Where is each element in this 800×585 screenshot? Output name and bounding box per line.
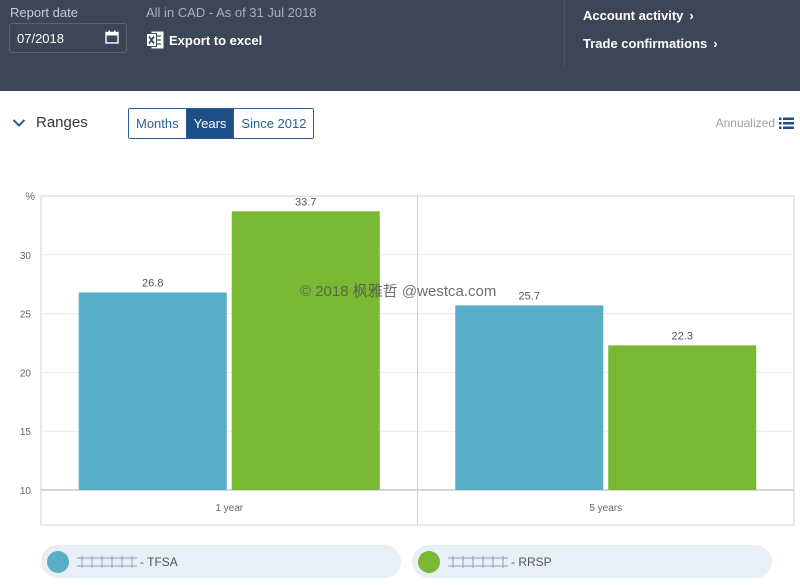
x-tick-label: 5 years (589, 503, 622, 514)
y-axis-label: % (25, 191, 35, 203)
legend-item-rrsp[interactable]: - RRSP (412, 545, 772, 578)
redacted-account-mark (77, 555, 137, 568)
chevron-right-icon: › (713, 36, 718, 51)
watermark: © 2018 枫雅哲 @westca.com (300, 283, 497, 300)
excel-icon (146, 31, 164, 49)
segment-years[interactable]: Years (186, 109, 235, 138)
legend-dot-rrsp (418, 550, 440, 573)
range-segmented-control: Months Years Since 2012 (128, 108, 315, 139)
legend-item-tfsa[interactable]: - TFSA (41, 545, 401, 578)
report-date-label: Report date (10, 5, 78, 20)
header-bar: Report date 07/2018 All in CAD - As of 3… (0, 0, 800, 91)
currency-note: All in CAD - As of 31 Jul 2018 (146, 5, 317, 20)
ranges-toggle[interactable]: Ranges (12, 114, 88, 131)
segment-months[interactable]: Months (129, 109, 187, 138)
annualized-toggle[interactable]: Annualized (716, 116, 794, 130)
legend-label-rrsp: - RRSP (511, 554, 552, 569)
legend-dot-tfsa (47, 550, 69, 573)
y-tick-label: 10 (20, 486, 32, 497)
ranges-label: Ranges (36, 114, 88, 131)
x-tick-label: 1 year (215, 503, 243, 514)
report-date-input[interactable]: 07/2018 (9, 23, 127, 53)
bar-rrsp (608, 345, 757, 490)
y-tick-label: 30 (20, 251, 32, 262)
header-divider (564, 0, 565, 66)
data-label: 22.3 (672, 330, 693, 342)
trade-confirmations-link[interactable]: Trade confirmations › (583, 36, 718, 51)
report-date-value: 07/2018 (17, 31, 64, 46)
trade-confirmations-label: Trade confirmations (583, 36, 708, 51)
account-activity-label: Account activity (583, 8, 684, 23)
bar-rrsp (231, 211, 380, 490)
y-tick-label: 15 (20, 427, 32, 438)
bar-tfsa (78, 292, 227, 490)
redacted-account-mark (448, 555, 508, 568)
returns-bar-chart: 10 15 20 25 30% 1 year 26.8 33.7 5 years 25.7 22.3 (20, 191, 795, 526)
export-to-excel-button[interactable]: Export to excel (146, 29, 262, 51)
data-label: 26.8 (142, 277, 163, 289)
bar-tfsa (455, 305, 604, 490)
chevron-down-icon (12, 118, 26, 127)
chevron-right-icon: › (689, 8, 694, 23)
legend-label-tfsa: - TFSA (140, 554, 178, 569)
export-label: Export to excel (169, 32, 263, 48)
list-icon (779, 117, 794, 129)
segment-since-2012[interactable]: Since 2012 (234, 109, 314, 138)
data-label: 33.7 (295, 196, 316, 208)
annualized-label: Annualized (715, 116, 775, 130)
account-activity-link[interactable]: Account activity › (583, 8, 694, 23)
data-label: 25.7 (519, 290, 540, 302)
y-tick-label: 25 (20, 310, 32, 321)
y-tick-label: 20 (20, 368, 32, 379)
calendar-icon[interactable] (105, 30, 119, 44)
